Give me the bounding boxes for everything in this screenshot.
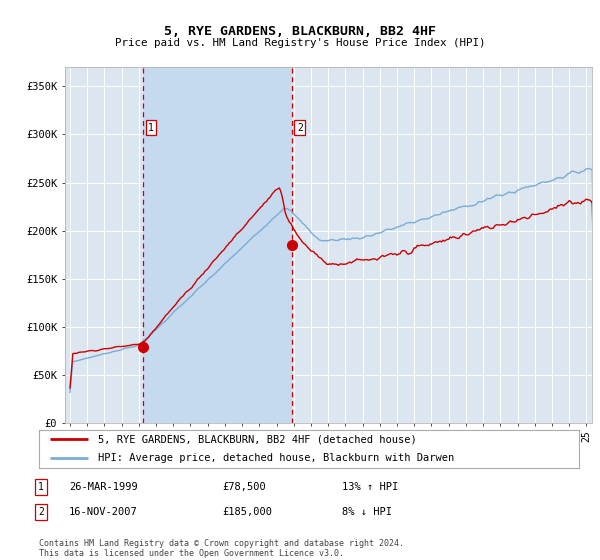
Bar xyxy=(143,67,292,423)
Text: 2: 2 xyxy=(297,123,303,133)
Text: 26-MAR-1999: 26-MAR-1999 xyxy=(69,482,138,492)
Text: 5, RYE GARDENS, BLACKBURN, BB2 4HF: 5, RYE GARDENS, BLACKBURN, BB2 4HF xyxy=(164,25,436,38)
Text: Price paid vs. HM Land Registry's House Price Index (HPI): Price paid vs. HM Land Registry's House … xyxy=(115,38,485,48)
Text: 16-NOV-2007: 16-NOV-2007 xyxy=(69,507,138,517)
Text: 8% ↓ HPI: 8% ↓ HPI xyxy=(342,507,392,517)
Text: £185,000: £185,000 xyxy=(222,507,272,517)
Text: Contains HM Land Registry data © Crown copyright and database right 2024.
This d: Contains HM Land Registry data © Crown c… xyxy=(39,539,404,558)
Text: £78,500: £78,500 xyxy=(222,482,266,492)
Text: 1: 1 xyxy=(148,123,154,133)
Text: 13% ↑ HPI: 13% ↑ HPI xyxy=(342,482,398,492)
Text: HPI: Average price, detached house, Blackburn with Darwen: HPI: Average price, detached house, Blac… xyxy=(98,453,455,463)
Text: 5, RYE GARDENS, BLACKBURN, BB2 4HF (detached house): 5, RYE GARDENS, BLACKBURN, BB2 4HF (deta… xyxy=(98,434,417,444)
Text: 1: 1 xyxy=(38,482,44,492)
Text: 2: 2 xyxy=(38,507,44,517)
